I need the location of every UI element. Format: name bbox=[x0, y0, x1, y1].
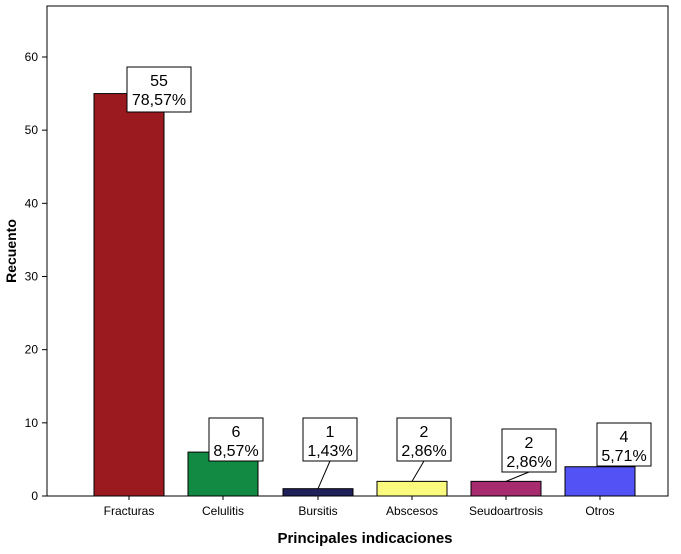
x-tick-label: Seudoartrosis bbox=[469, 504, 543, 518]
data-label-count: 55 bbox=[150, 73, 168, 90]
x-axis: Fracturas Celulitis Bursitis Abscesos Seudoa… bbox=[104, 496, 615, 518]
data-label-box bbox=[596, 422, 652, 467]
leader-line bbox=[411, 460, 425, 482]
x-axis-title: Principales indicaciones bbox=[277, 530, 452, 547]
y-tick-label: 10 bbox=[25, 416, 39, 430]
bar-seudoartrosis bbox=[470, 480, 542, 497]
y-tick-label: 40 bbox=[25, 196, 39, 210]
leader-line bbox=[505, 471, 530, 482]
x-tick-label: Celulitis bbox=[202, 504, 244, 518]
data-label-percent: 8,57% bbox=[213, 443, 258, 460]
bar-bursitis bbox=[282, 488, 354, 497]
data-labels: 55 78,57% 6 8,57% 1 1,43% 2 2,86% 2 2,86% 4 5,71% bbox=[126, 66, 652, 489]
y-tick-label: 20 bbox=[25, 343, 39, 357]
data-label-fracturas: 55 78,57% bbox=[126, 66, 192, 113]
data-label-percent: 2,86% bbox=[401, 443, 446, 460]
data-label-percent: 5,71% bbox=[601, 448, 646, 465]
data-label-box bbox=[396, 417, 452, 462]
bars bbox=[93, 93, 636, 497]
data-label-celulitis: 6 8,57% bbox=[208, 417, 264, 462]
data-label-otros: 4 5,71% bbox=[596, 422, 652, 467]
y-tick-label: 30 bbox=[25, 270, 39, 284]
x-tick-label: Fracturas bbox=[104, 504, 155, 518]
data-label-seudoartrosis: 2 2,86% bbox=[501, 428, 557, 482]
data-label-box bbox=[302, 417, 358, 462]
data-label-box bbox=[126, 66, 192, 113]
y-tick-label: 60 bbox=[25, 50, 39, 64]
y-axis-title: Recuento bbox=[3, 219, 19, 283]
data-label-percent: 1,43% bbox=[307, 443, 352, 460]
data-label-count: 6 bbox=[232, 424, 241, 441]
y-tick-label: 0 bbox=[31, 489, 38, 503]
data-label-count: 1 bbox=[326, 424, 335, 441]
data-label-count: 2 bbox=[525, 435, 534, 452]
y-tick-label: 50 bbox=[25, 123, 39, 137]
data-label-box bbox=[208, 417, 264, 462]
x-tick-label: Abscesos bbox=[386, 504, 438, 518]
data-label-abscesos: 2 2,86% bbox=[396, 417, 452, 482]
data-label-percent: 2,86% bbox=[506, 454, 551, 471]
x-tick-label: Otros bbox=[585, 504, 614, 518]
bar-abscesos bbox=[376, 480, 448, 497]
data-label-count: 4 bbox=[620, 429, 629, 446]
data-label-count: 2 bbox=[420, 424, 429, 441]
bar-fracturas bbox=[93, 93, 165, 497]
data-label-percent: 78,57% bbox=[132, 92, 186, 109]
y-axis: 0 10 20 30 40 50 60 bbox=[25, 50, 47, 503]
data-label-bursitis: 1 1,43% bbox=[302, 417, 358, 489]
bar-otros bbox=[564, 466, 636, 497]
x-tick-label: Bursitis bbox=[298, 504, 337, 518]
leader-line bbox=[317, 460, 331, 489]
data-label-box bbox=[501, 428, 557, 473]
